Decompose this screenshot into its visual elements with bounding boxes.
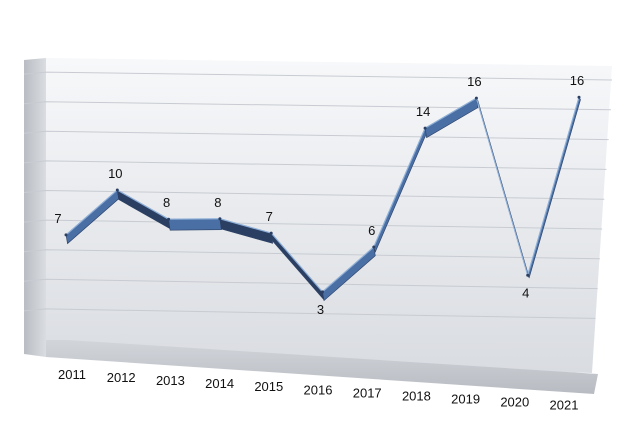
data-label-2011: 7 <box>54 211 61 226</box>
data-label-2015: 7 <box>266 209 273 224</box>
data-point-2011 <box>64 233 68 237</box>
data-label-2014: 8 <box>214 195 221 210</box>
x-tick-label-2021: 2021 <box>550 398 579 413</box>
data-point-2013 <box>167 217 171 221</box>
line-highlight-2020 <box>527 97 580 276</box>
x-tick-label-2017: 2017 <box>353 385 382 400</box>
line-highlight-2011 <box>65 189 118 236</box>
data-point-2017 <box>372 245 376 249</box>
chart-back-wall <box>46 58 612 373</box>
chart-floor <box>46 340 598 394</box>
x-tick-label-2012: 2012 <box>107 370 136 385</box>
line-highlight-2016 <box>322 246 375 293</box>
line-highlight-2018 <box>424 97 477 129</box>
data-label-2013: 8 <box>163 195 170 210</box>
x-tick-label-2020: 2020 <box>500 394 529 409</box>
data-label-2020: 4 <box>522 285 529 300</box>
line-highlight-2015 <box>270 232 323 293</box>
x-tick-label-2019: 2019 <box>451 391 480 406</box>
gridline-4 <box>23 278 598 290</box>
data-series-line <box>64 95 581 302</box>
data-label-2018: 14 <box>416 104 430 119</box>
line-highlight-2019 <box>475 97 529 276</box>
x-tick-label-2011: 2011 <box>58 367 86 382</box>
data-point-2021 <box>577 95 581 99</box>
gridline-10 <box>23 189 605 200</box>
gridline-16 <box>23 101 611 111</box>
x-tick-label-2018: 2018 <box>402 388 431 403</box>
gridlines <box>23 71 613 319</box>
gridline-12 <box>23 160 607 170</box>
data-point-2016 <box>321 290 324 294</box>
gridline-2 <box>23 308 596 319</box>
data-label-2021: 16 <box>570 73 584 88</box>
gridline-6 <box>23 249 600 260</box>
data-point-2020 <box>526 273 530 277</box>
data-point-2018 <box>423 126 427 130</box>
data-point-2012 <box>115 188 119 192</box>
data-labels: 7 10 8 8 7 3 6 14 16 4 16 <box>54 73 584 317</box>
x-tick-label-2016: 2016 <box>304 382 333 397</box>
line-segment-2013-2014 <box>168 218 222 231</box>
data-label-2019: 16 <box>467 74 481 89</box>
line-highlight-2012 <box>117 189 169 220</box>
x-tick-label-2013: 2013 <box>156 373 185 388</box>
x-tick-label-2014: 2014 <box>205 376 234 391</box>
data-point-2015 <box>269 231 273 235</box>
gridline-18 <box>23 71 613 81</box>
data-label-2012: 10 <box>108 166 122 181</box>
data-label-2016: 3 <box>317 302 324 317</box>
data-point-2019 <box>474 96 478 100</box>
gridline-8 <box>23 219 603 230</box>
x-tick-label-2015: 2015 <box>254 379 283 394</box>
line-highlight-2014 <box>219 218 272 234</box>
data-point-2014 <box>218 217 222 221</box>
line-highlight-2017 <box>373 127 426 248</box>
data-label-2017: 6 <box>368 223 375 238</box>
x-axis-tick-labels: 2011 2012 2013 2014 2015 2016 2017 2018 2019 2020… <box>58 367 578 413</box>
